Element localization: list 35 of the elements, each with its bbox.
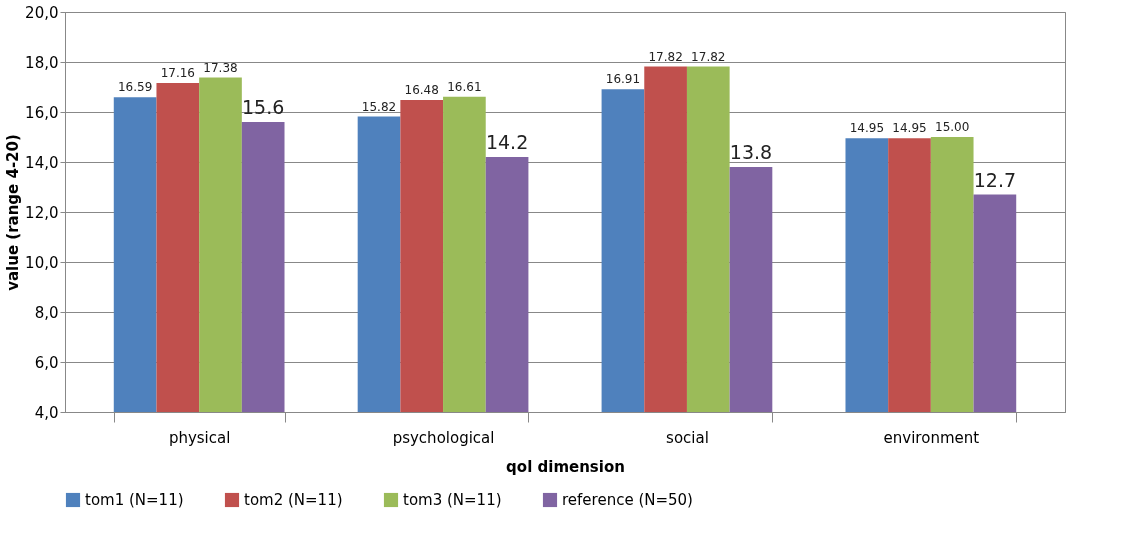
- data-label: 15.6: [242, 96, 285, 118]
- y-tick-label: 18,0: [25, 53, 59, 72]
- y-tick-label: 14,0: [25, 153, 59, 172]
- legend-label: tom1 (N=11): [85, 491, 184, 509]
- data-label: 15.82: [361, 99, 397, 114]
- y-tick-label: 16,0: [25, 103, 59, 122]
- data-label: 17.16: [160, 66, 195, 80]
- data-label: 16.91: [605, 72, 641, 87]
- data-label: 17.38: [203, 60, 238, 75]
- data-label: 12.7: [973, 168, 1017, 191]
- data-label: 15.00: [935, 120, 970, 134]
- legend-label: reference (N=50): [562, 491, 693, 509]
- y-tick-label: 8,0: [34, 303, 59, 322]
- legend-label: tom3 (N=11): [403, 491, 502, 509]
- x-tick-label: social: [666, 428, 709, 447]
- data-label: 16.48: [404, 83, 439, 97]
- data-label: 14.2: [485, 131, 529, 153]
- y-tick-label: 4,0: [34, 403, 59, 422]
- y-tick-label: 6,0: [34, 353, 59, 372]
- x-tick-label: psychological: [392, 428, 495, 447]
- y-tick-label: 12,0: [25, 203, 59, 222]
- x-axis-title: qol dimension: [506, 457, 625, 476]
- data-label: 17.82: [648, 49, 683, 64]
- data-label: 16.61: [447, 79, 482, 94]
- y-tick-label: 10,0: [25, 253, 59, 272]
- y-axis-title: value (range 4-20): [4, 134, 23, 291]
- data-label: 13.8: [729, 141, 773, 163]
- y-tick-label: 20,0: [25, 3, 59, 22]
- legend-label: tom2 (N=11): [244, 491, 343, 509]
- x-tick-label: environment: [883, 428, 980, 447]
- x-tick-label: physical: [168, 428, 231, 447]
- data-label: 14.95: [849, 121, 885, 136]
- data-label: 17.82: [691, 49, 726, 64]
- data-label: 16.59: [117, 80, 153, 95]
- data-label: 14.95: [892, 121, 927, 136]
